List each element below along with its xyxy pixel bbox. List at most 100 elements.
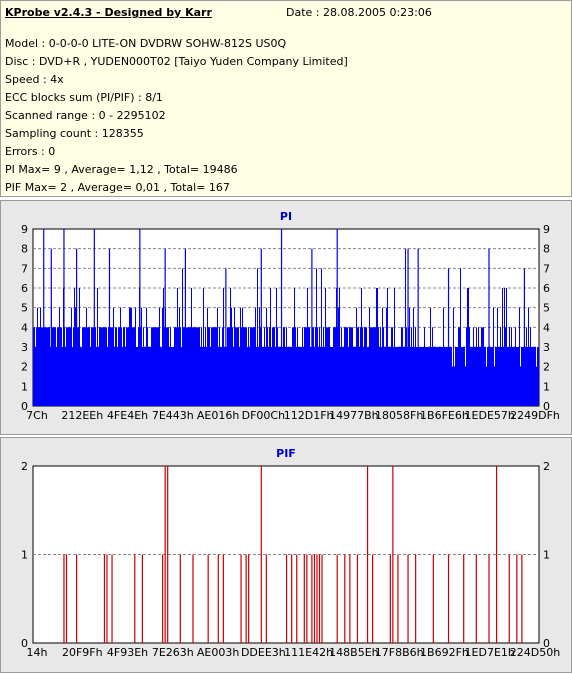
pi-bar bbox=[197, 327, 198, 406]
pif-bar bbox=[495, 466, 498, 643]
pi-bar bbox=[92, 327, 93, 406]
pi-bar bbox=[405, 248, 406, 406]
pi-bar bbox=[361, 288, 362, 406]
pi-bar bbox=[286, 327, 287, 406]
pi-bar bbox=[191, 288, 192, 406]
pi-bar bbox=[199, 327, 200, 406]
pi-bar bbox=[392, 327, 393, 406]
pi-bar bbox=[153, 327, 154, 406]
pi-ytick-right: 2 bbox=[543, 361, 550, 374]
pi-bar bbox=[263, 347, 264, 406]
pi-bar bbox=[504, 288, 505, 406]
pi-bar bbox=[351, 327, 352, 406]
pi-bar bbox=[112, 327, 113, 406]
pi-bar bbox=[533, 347, 534, 406]
pi-bar bbox=[133, 327, 134, 406]
pi-xtick: 14977Bh bbox=[329, 409, 379, 422]
pi-bar bbox=[89, 327, 90, 406]
pi-bar bbox=[318, 347, 319, 406]
pi-peak-bar bbox=[108, 248, 111, 406]
pi-bar bbox=[459, 327, 460, 406]
pi-bar bbox=[409, 307, 410, 406]
pi-bar bbox=[411, 327, 412, 406]
pi-bar bbox=[54, 327, 55, 406]
pi-bar bbox=[300, 347, 301, 406]
pi-bar bbox=[293, 327, 294, 406]
pi-chart: PI 0 0 1 1 2 2 3 3 4 4 5 5 6 6 7 7 8 8 9 9 7Ch 212EEh 4FE4Eh 7E4… bbox=[21, 210, 560, 422]
pi-bar bbox=[118, 327, 119, 406]
pi-bar bbox=[444, 347, 445, 406]
pi-bar bbox=[188, 327, 189, 406]
pi-bar bbox=[400, 347, 401, 406]
pi-bar bbox=[97, 288, 98, 406]
pi-bar bbox=[394, 288, 395, 406]
pi-bar bbox=[195, 327, 196, 406]
pi-bar bbox=[211, 327, 212, 406]
pi-bar bbox=[534, 347, 535, 406]
pi-bar bbox=[113, 307, 114, 406]
pi-bar bbox=[166, 327, 167, 406]
info-model: Model : 0-0-0-0 LITE-ON DVDRW SOHW-812S … bbox=[5, 37, 287, 50]
pi-bar bbox=[476, 327, 477, 406]
pi-bar bbox=[152, 327, 153, 406]
pif-bar bbox=[356, 554, 359, 643]
pi-bar bbox=[356, 307, 357, 406]
pi-bar bbox=[313, 327, 314, 406]
pi-ytick-left: 9 bbox=[21, 223, 28, 236]
pi-bar bbox=[71, 307, 72, 406]
pi-bar bbox=[149, 347, 150, 406]
pi-bar bbox=[499, 347, 500, 406]
pi-bar bbox=[269, 327, 270, 406]
pi-bar bbox=[452, 366, 453, 406]
pi-bar bbox=[327, 327, 328, 406]
info-errors: Errors : 0 bbox=[5, 145, 56, 158]
pi-bar bbox=[350, 327, 351, 406]
pif-bar bbox=[217, 554, 219, 643]
pi-bar bbox=[484, 347, 485, 406]
pi-bar bbox=[331, 347, 332, 406]
pi-bar bbox=[440, 347, 441, 406]
pi-bar bbox=[457, 347, 458, 406]
pi-bar bbox=[301, 347, 302, 406]
pi-bar bbox=[78, 327, 79, 406]
pi-xtick: 112D1Fh bbox=[284, 409, 334, 422]
pi-bar bbox=[91, 327, 92, 406]
pi-bar bbox=[390, 347, 391, 406]
pif-ytick-left: 0 bbox=[21, 637, 28, 650]
pi-bar bbox=[451, 347, 452, 406]
pi-bar bbox=[182, 268, 183, 406]
pi-bar bbox=[443, 307, 444, 406]
pi-bar bbox=[292, 327, 293, 406]
pi-bar bbox=[168, 327, 169, 406]
pi-bar bbox=[398, 347, 399, 406]
pi-bar bbox=[469, 327, 470, 406]
pi-bar bbox=[374, 327, 375, 406]
pi-bar bbox=[115, 327, 116, 406]
pi-bar bbox=[148, 347, 149, 406]
pi-bar bbox=[342, 347, 343, 406]
pi-bar bbox=[343, 347, 344, 406]
info-range: Scanned range : 0 - 2295102 bbox=[5, 109, 166, 122]
pif-ytick-left: 2 bbox=[21, 460, 28, 473]
pi-bar bbox=[349, 327, 350, 406]
pi-bar bbox=[319, 327, 320, 406]
pif-bar bbox=[521, 554, 523, 643]
pi-peak-bar bbox=[260, 248, 262, 406]
pi-bar bbox=[434, 347, 435, 406]
pif-chart-panel: PIF 0 0 1 1 2 2 14h 20F9Fh 4F93Eh 7E263h AE003h DDEE… bbox=[0, 437, 572, 673]
pi-peak-bar bbox=[63, 229, 65, 406]
pi-bar bbox=[140, 327, 141, 406]
pi-peak-bar bbox=[50, 248, 52, 406]
pi-bar bbox=[238, 327, 239, 406]
pi-bar bbox=[316, 268, 317, 406]
pi-bar bbox=[336, 288, 337, 406]
pi-bar bbox=[465, 366, 466, 406]
pi-bar bbox=[234, 307, 235, 406]
pi-bar bbox=[498, 347, 499, 406]
pi-bar bbox=[187, 327, 188, 406]
pi-bar bbox=[39, 327, 40, 406]
pi-bar bbox=[519, 307, 520, 406]
pi-bar bbox=[180, 327, 181, 406]
pi-bar bbox=[370, 327, 371, 406]
pif-xtick: DDEE3h bbox=[241, 646, 286, 659]
